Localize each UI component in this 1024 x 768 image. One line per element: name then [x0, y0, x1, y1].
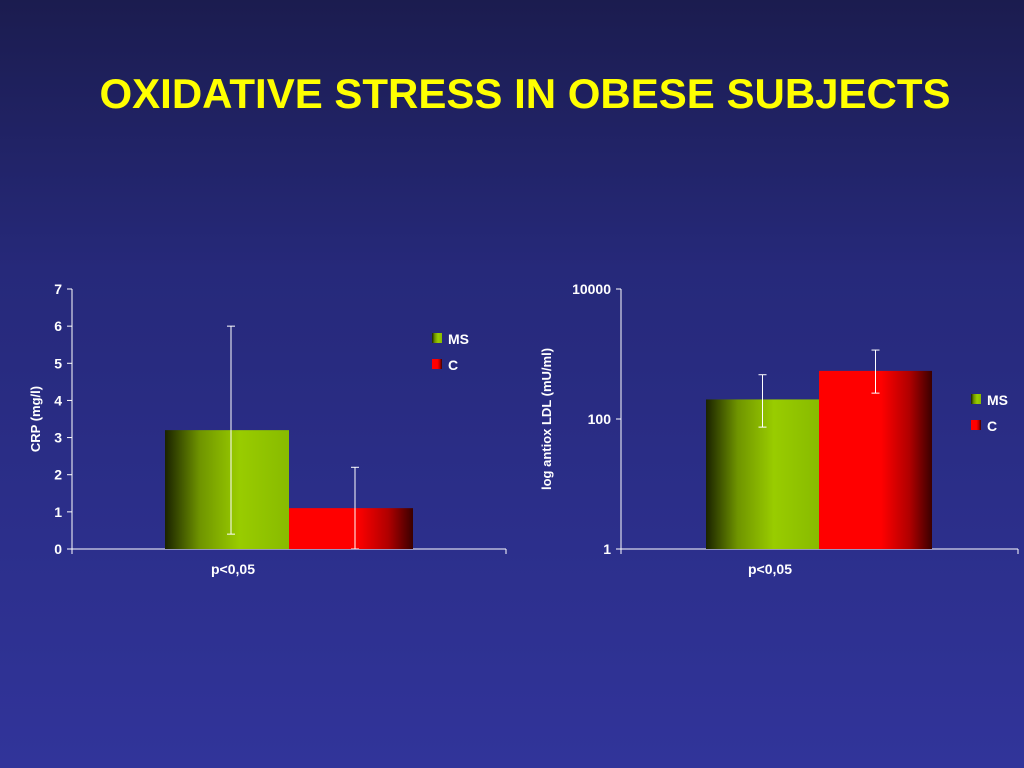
legend-ms-swatch [971, 394, 981, 404]
legend-ms-swatch [432, 333, 442, 343]
crp-bar-c [289, 508, 413, 549]
crp-y-tick-label: 3 [54, 430, 62, 446]
legend-c-label: C [448, 357, 458, 373]
legend-c-swatch [432, 359, 442, 369]
crp-y-tick-label: 2 [54, 467, 62, 483]
crp-y-axis: 0 1 2 3 4 5 6 7 [54, 281, 73, 557]
legend-ms-label: MS [987, 392, 1008, 408]
legend-c-swatch [971, 420, 981, 430]
antiox-y-tick-label: 10000 [572, 281, 611, 297]
antiox-x-axis [620, 548, 1019, 554]
antiox-y-tick-label: 1 [603, 541, 611, 557]
crp-y-tick-label: 5 [54, 355, 62, 371]
slide-title: OXIDATIVE STRESS IN OBESE SUBJECTS [99, 70, 951, 117]
crp-y-tick-label: 0 [54, 541, 62, 557]
crp-category-label: p<0,05 [211, 561, 255, 577]
antiox-bar-c [819, 370, 932, 549]
legend-c-label: C [987, 418, 997, 434]
crp-y-tick-label: 4 [54, 392, 62, 408]
antiox-legend: MS C [971, 392, 1008, 434]
crp-legend: MS C [432, 331, 469, 373]
crp-y-axis-label: CRP (mg/l) [28, 386, 43, 452]
antiox-category-label: p<0,05 [748, 561, 792, 577]
crp-x-axis [71, 548, 507, 554]
crp-y-tick-label: 7 [54, 281, 62, 297]
legend-ms-label: MS [448, 331, 469, 347]
crp-chart: 0 1 2 3 4 5 6 7 p<0,05 CRP (mg/l) MS C [28, 281, 507, 577]
crp-y-tick-label: 6 [54, 318, 62, 334]
antiox-y-axis-label: log antiox LDL (mU/ml) [539, 348, 554, 490]
antiox-y-tick-label: 100 [588, 411, 612, 427]
crp-bar-ms [165, 430, 289, 549]
crp-y-tick-label: 1 [54, 504, 62, 520]
antiox-y-axis: 1 100 10000 [572, 281, 622, 557]
